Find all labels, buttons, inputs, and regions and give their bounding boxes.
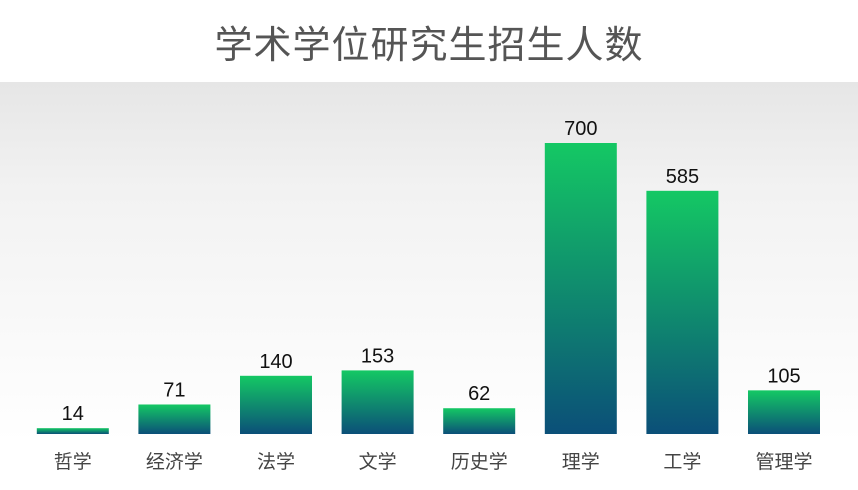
value-label-0: 14 [62,403,84,425]
value-label-4: 62 [468,383,490,405]
category-label-3: 文学 [359,451,397,473]
bar-0 [36,428,109,434]
category-label-4: 历史学 [451,451,508,473]
category-label-6: 工学 [663,451,701,473]
bar-3 [341,370,414,434]
bars-group [36,143,820,434]
value-label-6: 585 [666,166,699,188]
value-label-5: 700 [564,118,597,140]
bar-4 [443,408,516,434]
bar-2 [240,375,312,434]
category-labels-group: 哲学 经济学 法学 文学 历史学 理学 工学 管理学 [54,451,813,473]
value-label-7: 105 [767,365,800,387]
category-label-2: 法学 [257,451,295,473]
category-label-1: 经济学 [146,451,203,473]
bar-5 [544,143,617,434]
category-label-7: 管理学 [755,451,812,473]
value-label-3: 153 [361,345,394,367]
category-label-5: 理学 [562,451,600,473]
bar-7 [748,390,820,434]
category-label-0: 哲学 [54,451,92,473]
bar-1 [138,404,211,434]
bar-6 [646,190,719,434]
value-labels-group: 14 71 140 153 62 700 585 105 [62,118,801,425]
value-label-2: 140 [259,351,292,373]
value-label-1: 71 [163,379,185,401]
chart-title: 学术学位研究生招生人数 [214,23,644,67]
